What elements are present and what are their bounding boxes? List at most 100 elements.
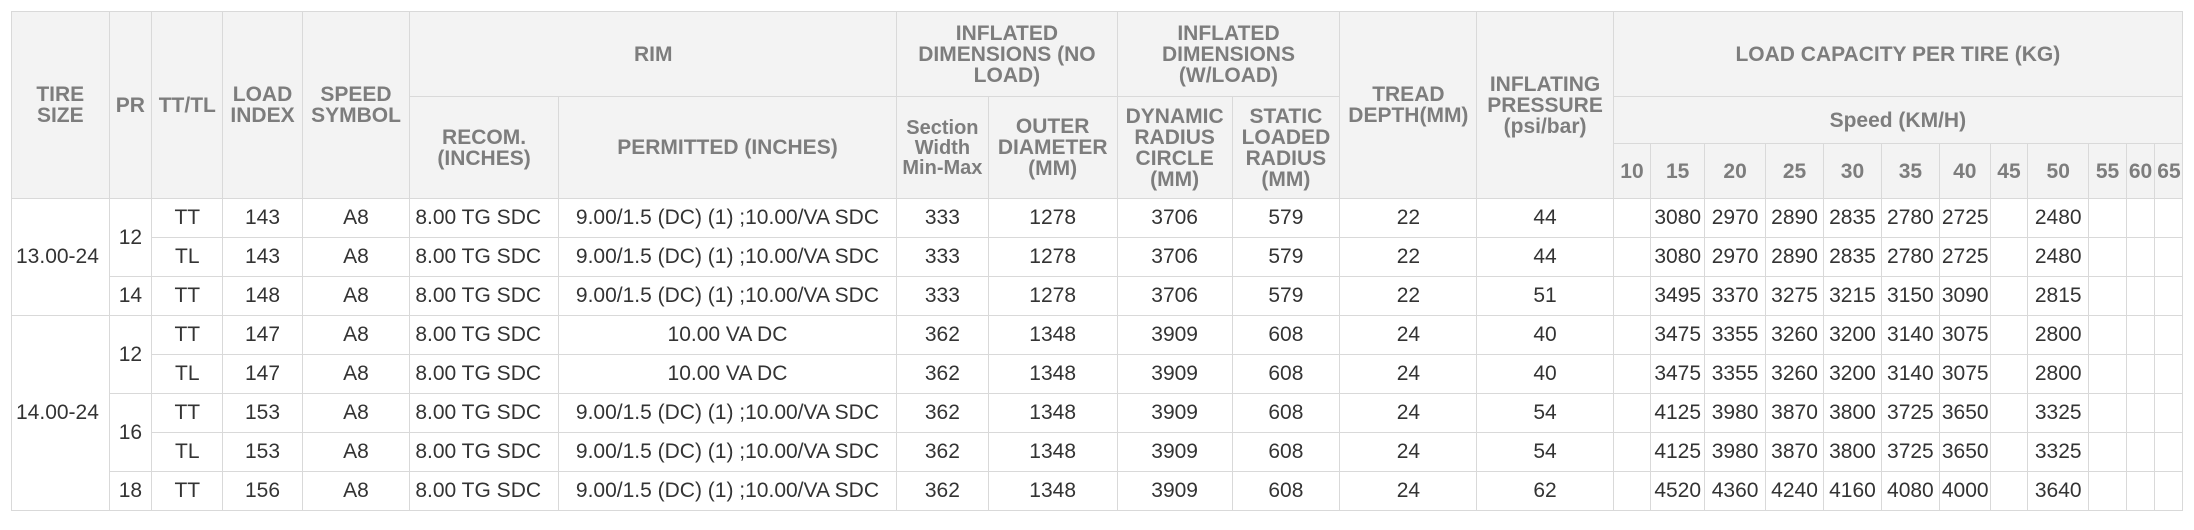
load-capacity-cell: 3870 (1765, 432, 1824, 472)
dynamic-radius-cell: 3706 (1116, 276, 1233, 316)
load-capacity-cell: 4125 (1650, 432, 1706, 472)
rim-permitted-cell: 9.00/1.5 (DC) (1) ;10.00/VA SDC (557, 432, 898, 472)
load-capacity-cell (2154, 198, 2183, 238)
header-speed-kmh: Speed (KM/H) (1612, 96, 2184, 144)
section-width-cell: 333 (896, 198, 989, 238)
load-capacity-cell: 3200 (1823, 315, 1882, 355)
header-static-radius: STATIC LOADED RADIUS (MM) (1231, 96, 1341, 199)
load-index-cell: 147 (222, 315, 303, 355)
load-capacity-cell (1989, 354, 2029, 394)
tire-type-cell: TT (151, 471, 224, 511)
outer-diameter-cell: 1278 (987, 198, 1118, 238)
table-row: 18 TT 156 A8 8.00 TG SDC 9.00/1.5 (DC) (1) ;1… (12, 471, 2183, 511)
load-capacity-cell (2088, 276, 2127, 316)
load-index-cell: 147 (222, 354, 303, 394)
load-capacity-cell: 3370 (1704, 276, 1767, 316)
load-capacity-cell (1612, 198, 1652, 238)
section-width-cell: 362 (896, 354, 989, 394)
outer-diameter-cell: 1278 (987, 237, 1118, 277)
load-capacity-cell: 2480 (2027, 198, 2090, 238)
load-capacity-cell: 3080 (1650, 237, 1706, 277)
table-row: TL 153 A8 8.00 TG SDC 9.00/1.5 (DC) (1) ;10.… (12, 432, 2183, 472)
load-capacity-cell: 3215 (1823, 276, 1882, 316)
load-capacity-cell: 2970 (1704, 237, 1767, 277)
load-capacity-cell: 3800 (1823, 432, 1882, 472)
load-capacity-cell: 3725 (1880, 393, 1940, 433)
load-capacity-cell (2154, 432, 2183, 472)
header-speed-10: 10 (1612, 143, 1652, 199)
tread-depth-cell: 24 (1339, 471, 1478, 511)
inflating-pressure-cell: 54 (1476, 432, 1614, 472)
load-capacity-cell (2088, 198, 2127, 238)
dynamic-radius-cell: 3909 (1116, 393, 1233, 433)
load-capacity-cell: 2800 (2027, 354, 2090, 394)
static-radius-cell: 579 (1231, 198, 1341, 238)
header-speed-25: 25 (1765, 143, 1824, 199)
dynamic-radius-cell: 3909 (1116, 315, 1233, 355)
load-capacity-cell (2125, 237, 2156, 277)
dynamic-radius-cell: 3909 (1116, 471, 1233, 511)
load-capacity-cell: 4000 (1938, 471, 1991, 511)
load-capacity-cell (2088, 432, 2127, 472)
load-capacity-cell (2088, 354, 2127, 394)
rim-permitted-cell: 9.00/1.5 (DC) (1) ;10.00/VA SDC (557, 276, 898, 316)
load-index-cell: 148 (222, 276, 303, 316)
rim-permitted-cell: 9.00/1.5 (DC) (1) ;10.00/VA SDC (557, 198, 898, 238)
section-width-cell: 362 (896, 393, 989, 433)
load-capacity-cell (2125, 198, 2156, 238)
load-capacity-cell: 3475 (1650, 354, 1706, 394)
load-capacity-cell (2154, 276, 2183, 316)
dynamic-radius-cell: 3909 (1116, 354, 1233, 394)
inflating-pressure-cell: 62 (1476, 471, 1614, 511)
tread-depth-cell: 24 (1339, 354, 1478, 394)
speed-symbol-cell: A8 (301, 237, 411, 277)
table-row: 16 TT 153 A8 8.00 TG SDC 9.00/1.5 (DC) (1) ;1… (12, 393, 2183, 472)
tread-depth-cell: 22 (1339, 198, 1478, 238)
table-row: 14 TT 148 A8 8.00 TG SDC 9.00/1.5 (DC) (1) ;1… (12, 276, 2183, 316)
section-width-cell: 362 (896, 471, 989, 511)
header-speed-20: 20 (1704, 143, 1767, 199)
load-index-cell: 143 (222, 198, 303, 238)
header-dynamic-radius: DYNAMIC RADIUS CIRCLE (MM) (1116, 96, 1233, 199)
inflating-pressure-cell: 44 (1476, 198, 1614, 238)
load-capacity-cell: 3475 (1650, 315, 1706, 355)
load-capacity-cell: 3150 (1880, 276, 1940, 316)
load-capacity-cell: 3980 (1704, 393, 1767, 433)
header-speed-45: 45 (1989, 143, 2029, 199)
load-capacity-cell (1989, 198, 2029, 238)
section-width-cell: 362 (896, 315, 989, 355)
speed-symbol-cell: A8 (301, 276, 411, 316)
load-capacity-cell: 3325 (2027, 432, 2090, 472)
load-capacity-cell: 3870 (1765, 393, 1824, 433)
rim-recom-cell: 8.00 TG SDC (409, 276, 559, 316)
speed-symbol-cell: A8 (301, 432, 411, 472)
outer-diameter-cell: 1348 (987, 354, 1118, 394)
rim-recom-cell: 8.00 TG SDC (409, 198, 559, 238)
load-capacity-cell: 3075 (1938, 315, 1991, 355)
load-capacity-cell: 2780 (1880, 198, 1940, 238)
speed-symbol-cell: A8 (301, 354, 411, 394)
inflating-pressure-cell: 40 (1476, 354, 1614, 394)
load-capacity-cell: 4080 (1880, 471, 1940, 511)
load-capacity-cell (1989, 432, 2029, 472)
header-inflated-w-load: INFLATED DIMENSIONS (W/LOAD) (1116, 11, 1341, 97)
static-radius-cell: 579 (1231, 237, 1341, 277)
header-speed-40: 40 (1938, 143, 1991, 199)
load-capacity-cell: 2780 (1880, 237, 1940, 277)
table-row: 14.00-24 12 TT 147 A8 8.00 TG SDC 10.00 VA DC 3… (11, 315, 2183, 511)
outer-diameter-cell: 1348 (987, 315, 1118, 355)
load-capacity-cell (1989, 315, 2029, 355)
tire-size-cell: 14.00-24 (11, 315, 110, 511)
load-capacity-cell (1612, 276, 1652, 316)
load-capacity-cell: 3800 (1823, 393, 1882, 433)
header-tt-tl: TT/TL (151, 11, 224, 199)
load-capacity-cell (2154, 471, 2183, 511)
load-capacity-cell: 4125 (1650, 393, 1706, 433)
load-capacity-cell: 3200 (1823, 354, 1882, 394)
load-capacity-cell: 4520 (1650, 471, 1706, 511)
load-capacity-cell (2154, 393, 2183, 433)
speed-symbol-cell: A8 (301, 198, 411, 238)
load-capacity-cell: 3140 (1880, 354, 1940, 394)
load-capacity-cell (1612, 471, 1652, 511)
header-speed-15: 15 (1650, 143, 1706, 199)
